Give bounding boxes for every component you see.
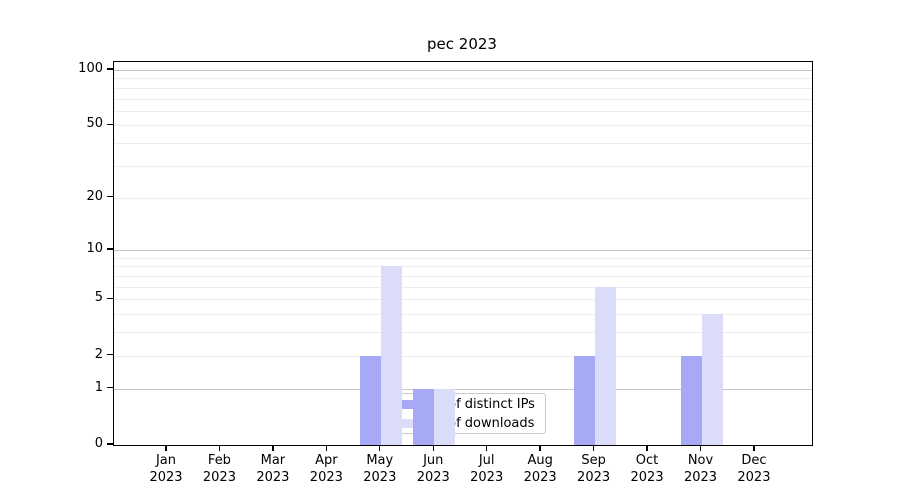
x-tick-label: Apr 2023 [299, 452, 353, 486]
plot-area [113, 61, 813, 446]
x-tick-year: 2023 [523, 470, 557, 485]
x-tick-month: Apr [315, 453, 338, 468]
legend-item-distinct-ips: Nb of distinct IPs [386, 396, 545, 412]
x-tick-label: Dec 2023 [727, 452, 781, 486]
x-tick-label: May 2023 [353, 452, 407, 486]
x-tick-month: Jun [423, 453, 444, 468]
x-tick-year: 2023 [737, 470, 771, 485]
x-tick-label: Jul 2023 [460, 452, 514, 486]
gridline-major [114, 69, 812, 71]
y-tick-mark [107, 386, 113, 389]
y-tick-mark [107, 195, 113, 198]
x-tick-month: Jul [478, 453, 495, 468]
gridline-minor [114, 165, 812, 167]
bar-distinct-ips [680, 355, 702, 445]
x-tick-mark [699, 445, 702, 451]
gridline-major [114, 299, 812, 301]
x-tick-label: Jan 2023 [139, 452, 193, 486]
x-tick-label: Mar 2023 [246, 452, 300, 486]
gridline-minor [114, 143, 812, 145]
gridline-minor [114, 257, 812, 259]
gridline-minor [114, 78, 812, 80]
legend: Nb of distinct IPs Nb of downloads [380, 393, 546, 434]
x-tick-year: 2023 [630, 470, 664, 485]
x-tick-year: 2023 [416, 470, 450, 485]
y-tick-label: 5 [94, 290, 103, 306]
x-tick-label: Sep 2023 [567, 452, 621, 486]
y-tick-mark [107, 248, 113, 250]
y-tick-label: 20 [86, 188, 103, 204]
y-tick-label: 10 [86, 241, 103, 257]
bar-distinct-ips [573, 355, 595, 445]
gridline-minor [114, 266, 812, 268]
chart-title: pec 2023 [427, 35, 497, 53]
x-tick-label: Oct 2023 [620, 452, 674, 486]
x-tick-month: Feb [207, 453, 231, 468]
y-tick-label: 50 [86, 116, 103, 132]
x-tick-mark [165, 445, 167, 451]
gridline-minor [114, 98, 812, 100]
x-tick-month: Dec [741, 453, 767, 468]
y-tick-label: 100 [78, 60, 103, 76]
x-tick-year: 2023 [149, 470, 183, 485]
gridline-major [114, 125, 812, 127]
x-tick-year: 2023 [309, 470, 343, 485]
x-tick-year: 2023 [683, 470, 718, 485]
bar-downloads [701, 314, 723, 445]
gridline-minor [114, 314, 812, 316]
y-tick-mark [107, 354, 113, 356]
x-tick-year: 2023 [577, 470, 611, 485]
x-tick-mark [218, 445, 221, 451]
x-tick-year: 2023 [363, 470, 397, 485]
x-tick-month: May [366, 453, 394, 468]
x-tick-mark [272, 445, 274, 451]
x-tick-mark [325, 445, 328, 451]
x-tick-year: 2023 [470, 470, 504, 485]
x-tick-mark [539, 445, 541, 451]
bar-downloads [594, 286, 616, 445]
bar-downloads [380, 266, 402, 445]
x-tick-month: Mar [260, 453, 286, 468]
x-tick-year: 2023 [256, 470, 290, 485]
bar-downloads [434, 388, 456, 445]
x-tick-month: Aug [527, 453, 553, 468]
y-tick-mark [107, 297, 113, 300]
bar-distinct-ips [359, 355, 381, 445]
x-tick-mark [379, 445, 381, 451]
y-tick-label: 2 [94, 346, 103, 362]
x-tick-month: Sep [581, 453, 606, 468]
x-tick-mark [646, 445, 648, 451]
x-tick-label: Feb 2023 [192, 452, 246, 486]
x-tick-month: Oct [635, 453, 659, 468]
x-tick-mark [753, 445, 755, 451]
x-tick-year: 2023 [202, 470, 236, 485]
x-tick-month: Jan [155, 453, 177, 468]
gridline-major [114, 250, 812, 252]
x-tick-label: Aug 2023 [513, 452, 567, 486]
x-tick-mark [592, 445, 595, 451]
y-tick-mark [107, 443, 113, 445]
gridline-minor [114, 110, 812, 112]
gridline-major [114, 388, 812, 390]
x-tick-month: Nov [687, 453, 714, 468]
bar-distinct-ips [413, 388, 435, 445]
gridline-major [114, 355, 812, 357]
x-tick-label: Jun 2023 [406, 452, 460, 486]
gridline-minor [114, 87, 812, 89]
y-tick-label: 1 [94, 379, 103, 395]
legend-item-downloads: Nb of downloads [386, 415, 545, 431]
gridline-minor [114, 286, 812, 288]
x-tick-label: Nov 2023 [674, 452, 728, 486]
x-tick-mark [486, 445, 488, 451]
gridline-minor [114, 332, 812, 334]
gridline-major [114, 197, 812, 199]
gridline-minor [114, 276, 812, 278]
x-tick-mark [432, 445, 434, 451]
y-tick-mark [107, 123, 113, 126]
y-tick-label: 0 [94, 436, 103, 451]
y-tick-mark [107, 68, 113, 70]
